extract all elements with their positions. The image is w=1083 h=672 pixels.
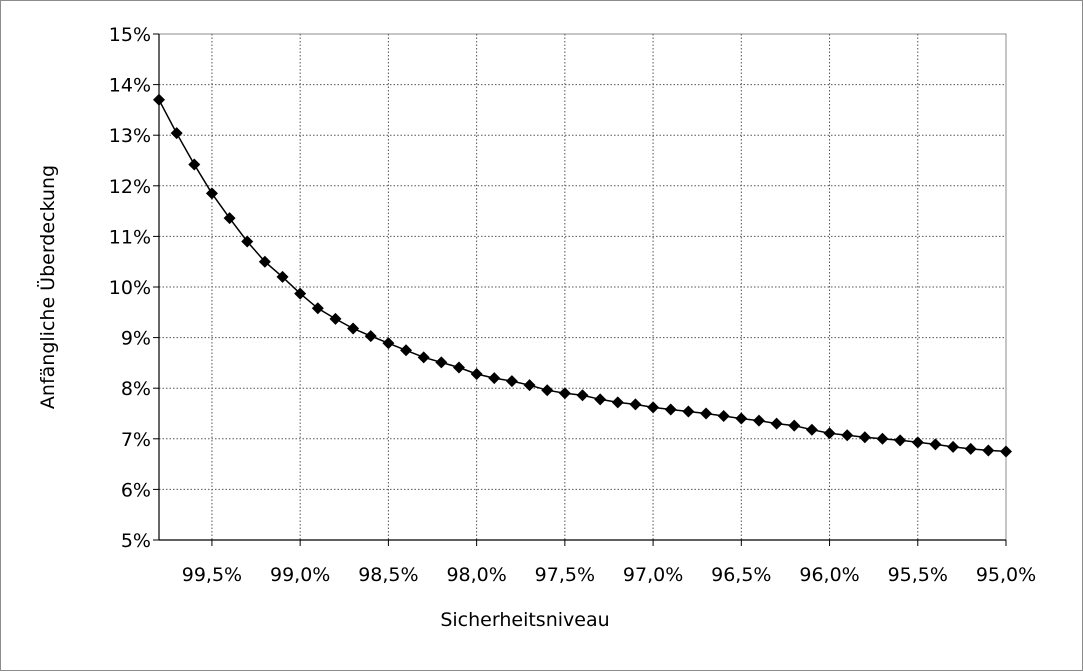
data-point-marker xyxy=(364,330,377,343)
data-point-marker xyxy=(558,387,571,400)
x-tick-label: 97,5% xyxy=(535,564,595,586)
data-point-marker xyxy=(982,444,995,457)
data-point-marker xyxy=(894,434,907,447)
x-tick-label: 99,5% xyxy=(182,564,242,586)
data-point-marker xyxy=(276,270,289,283)
data-point-marker xyxy=(170,127,183,140)
data-point-marker xyxy=(311,302,324,315)
data-point-marker xyxy=(258,255,271,268)
data-point-marker xyxy=(417,351,430,364)
y-tick-label: 12% xyxy=(109,176,151,198)
data-point-marker xyxy=(382,337,395,350)
data-point-marker xyxy=(329,312,342,325)
y-axis-title: Anfängliche Überdeckung xyxy=(36,165,59,409)
data-point-marker xyxy=(700,407,713,420)
y-tick-label: 9% xyxy=(121,328,151,350)
data-point-marker xyxy=(788,419,801,432)
data-point-marker xyxy=(911,436,924,449)
x-tick-label: 97,0% xyxy=(623,564,683,586)
data-point-marker xyxy=(947,440,960,453)
x-tick-label: 96,5% xyxy=(711,564,771,586)
axes xyxy=(153,33,1007,546)
data-point-marker xyxy=(594,393,607,406)
data-point-marker xyxy=(576,389,589,402)
data-point-marker xyxy=(929,438,942,451)
data-point-marker xyxy=(682,405,695,418)
data-point-marker xyxy=(347,322,360,335)
tick-labels: 5% 6% 7% 8% 9% 10% 11% 12% 13% 14% 15% 99,5% 99,0% 98… xyxy=(109,24,1036,586)
data-point-marker xyxy=(611,396,624,409)
data-point-marker xyxy=(770,417,783,430)
data-point-marker xyxy=(452,361,465,374)
data-point-marker xyxy=(717,410,730,423)
data-point-marker xyxy=(523,379,536,392)
y-tick-label: 10% xyxy=(109,277,151,299)
data-point-marker xyxy=(400,344,413,357)
x-tick-label: 95,5% xyxy=(888,564,948,586)
data-point-marker xyxy=(153,93,165,106)
x-tick-label: 99,0% xyxy=(270,564,330,586)
data-point-marker xyxy=(1000,445,1012,458)
data-point-marker xyxy=(805,423,818,436)
y-tick-label: 11% xyxy=(109,226,151,248)
data-point-marker xyxy=(294,287,307,300)
data-point-marker xyxy=(823,427,836,440)
data-point-marker xyxy=(876,432,889,445)
x-tick-label: 98,5% xyxy=(358,564,418,586)
data-point-marker xyxy=(223,212,236,225)
data-point-marker xyxy=(647,401,660,414)
data-point-marker xyxy=(841,429,854,442)
data-point-marker xyxy=(505,375,518,388)
y-tick-label: 15% xyxy=(109,24,151,46)
data-point-marker xyxy=(541,384,554,397)
data-series xyxy=(153,93,1012,458)
y-tick-label: 5% xyxy=(121,530,151,552)
data-point-marker xyxy=(435,356,448,369)
y-tick-label: 8% xyxy=(121,378,151,400)
data-point-marker xyxy=(205,187,218,200)
data-point-marker xyxy=(735,412,748,425)
y-tick-label: 6% xyxy=(121,479,151,501)
data-point-marker xyxy=(858,431,871,444)
data-point-marker xyxy=(964,442,977,455)
x-axis-title: Sicherheitsniveau xyxy=(440,609,609,631)
data-point-marker xyxy=(470,368,483,381)
data-point-marker xyxy=(629,398,642,411)
grid xyxy=(159,34,1006,540)
y-tick-label: 13% xyxy=(109,125,151,147)
data-point-marker xyxy=(752,414,765,427)
x-tick-label: 95,0% xyxy=(976,564,1036,586)
y-tick-label: 7% xyxy=(121,429,151,451)
y-tick-label: 14% xyxy=(109,75,151,97)
data-point-marker xyxy=(241,235,254,248)
data-point-marker xyxy=(188,158,201,171)
data-point-marker xyxy=(488,372,501,385)
x-tick-label: 96,0% xyxy=(799,564,859,586)
data-point-marker xyxy=(664,403,677,416)
x-tick-label: 98,0% xyxy=(446,564,506,586)
